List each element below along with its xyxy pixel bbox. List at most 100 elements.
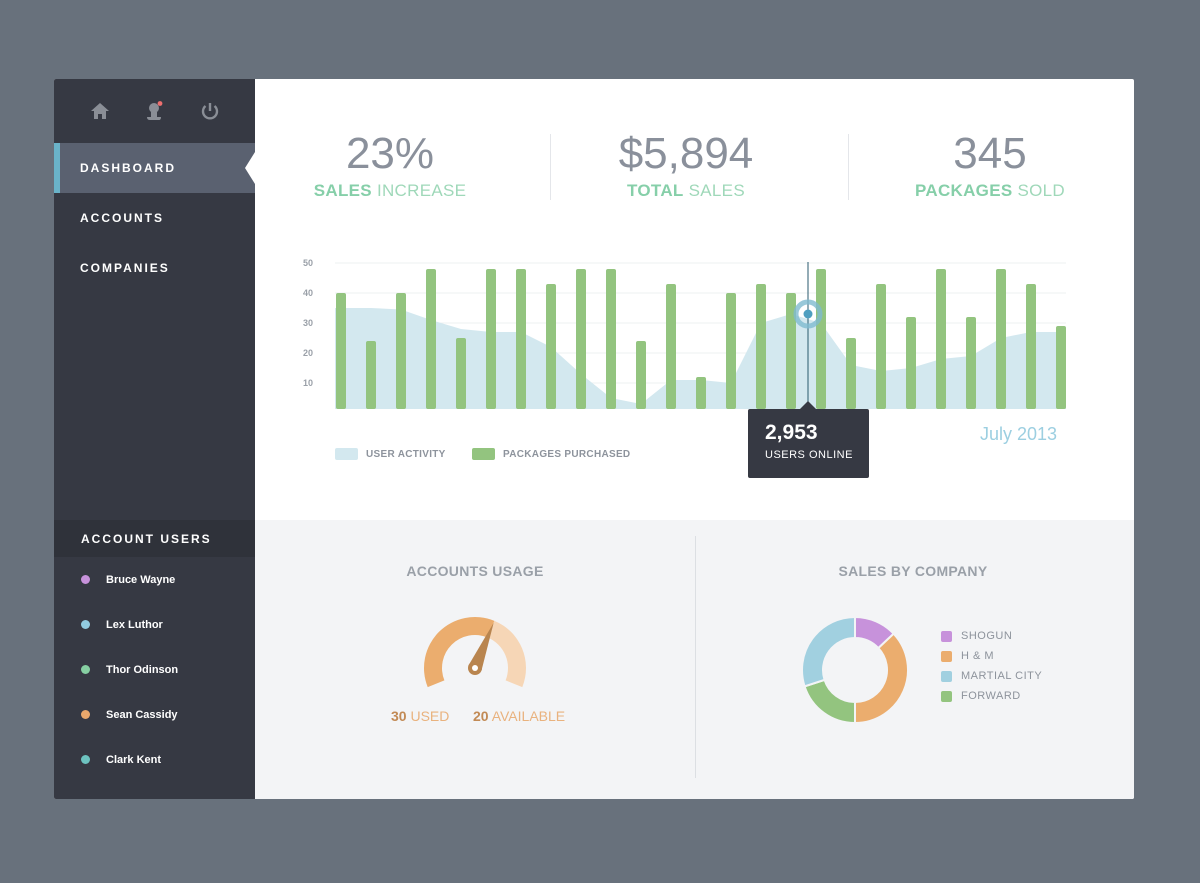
gauge-needle: [468, 622, 494, 671]
bottom-panel: ACCOUNTS USAGE 30 USED 20 AVAILABLE SALE…: [255, 520, 1134, 799]
power-icon[interactable]: [198, 99, 222, 123]
stat-value: 345: [953, 129, 1027, 178]
nav-accounts[interactable]: ACCOUNTS: [54, 193, 255, 243]
donut-legend-item: SHOGUN: [941, 630, 1012, 642]
user-name: Sean Cassidy: [106, 708, 178, 721]
packages-bar: [606, 269, 616, 409]
packages-bar: [876, 284, 886, 409]
packages-bar: [696, 377, 706, 409]
donut-slice: [803, 678, 856, 725]
stat-label: PACKAGES SOLD: [914, 181, 1066, 200]
divider: [848, 134, 849, 200]
packages-bar: [726, 293, 736, 409]
sales-by-company-title: SALES BY COMPANY: [838, 563, 988, 579]
packages-bar: [336, 293, 346, 409]
hover-marker-ring: [793, 299, 823, 329]
donut-legend-item: FORWARD: [941, 690, 1021, 702]
home-icon[interactable]: [88, 99, 112, 123]
tooltip-label: USERS ONLINE: [765, 449, 853, 461]
account-user-item[interactable]: Bruce Wayne: [54, 557, 255, 602]
packages-bar: [486, 269, 496, 409]
packages-bar: [1026, 284, 1036, 409]
stat-value: 23%: [345, 129, 435, 178]
user-name: Thor Odinson: [106, 663, 179, 676]
legend-user-activity: USER ACTIVITY: [335, 448, 446, 460]
nav-label: ACCOUNTS: [80, 211, 164, 225]
legend-swatch: [941, 690, 952, 702]
packages-bar: [666, 284, 676, 409]
packages-bar: [576, 269, 586, 409]
used-label: 30 USED: [391, 708, 450, 724]
legend-swatch: [472, 448, 495, 460]
donut-legend-item: MARTIAL CITY: [941, 670, 1042, 682]
account-users-list: Bruce Wayne Lex Luthor Thor Odinson Sean Ca…: [54, 557, 255, 782]
packages-bar: [366, 341, 376, 409]
divider: [695, 536, 696, 778]
divider: [550, 134, 551, 200]
packages-bar: [966, 317, 976, 409]
packages-bar: [426, 269, 436, 409]
account-user-item[interactable]: Thor Odinson: [54, 647, 255, 692]
donut-legend-item: H & M: [941, 650, 994, 662]
period-label[interactable]: July 2013: [980, 424, 1058, 444]
gauge-used-arc: [424, 617, 495, 688]
account-user-item[interactable]: Clark Kent: [54, 737, 255, 782]
y-tick-label: 30: [303, 318, 313, 328]
tooltip-value: 2,953: [765, 421, 818, 444]
packages-bar: [906, 317, 916, 409]
y-tick-label: 20: [303, 348, 313, 358]
sidebar: DASHBOARD ACCOUNTS COMPANIES ACCOUNT USE…: [54, 79, 255, 799]
gauge-available-arc: [487, 620, 526, 688]
user-status-dot: [81, 710, 90, 719]
activity-chart: 10 20 30 40 50: [303, 258, 1066, 409]
nav-dashboard[interactable]: DASHBOARD: [54, 143, 255, 193]
y-tick-label: 10: [303, 378, 313, 388]
nav-companies[interactable]: COMPANIES: [54, 243, 255, 293]
user-notification-icon[interactable]: [143, 99, 167, 123]
users-online-tooltip: 2,953 USERS ONLINE: [748, 409, 869, 478]
account-user-item[interactable]: Lex Luthor: [54, 602, 255, 647]
user-status-dot: [81, 665, 90, 674]
available-label: 20 AVAILABLE: [473, 708, 566, 724]
packages-bar: [846, 338, 856, 409]
user-name: Clark Kent: [106, 753, 162, 766]
accounts-usage-title: ACCOUNTS USAGE: [406, 563, 544, 579]
sales-donut-chart: [801, 615, 909, 725]
gauge-hub-center: [472, 665, 478, 671]
user-status-dot: [81, 755, 90, 764]
packages-bar: [456, 338, 466, 409]
stat-label: SALES INCREASE: [313, 181, 467, 200]
packages-bar: [816, 269, 826, 409]
packages-bar: [396, 293, 406, 409]
dashboard-card: DASHBOARD ACCOUNTS COMPANIES ACCOUNT USE…: [54, 79, 1134, 799]
legend-swatch: [941, 670, 952, 682]
y-tick-label: 50: [303, 258, 313, 268]
user-name: Bruce Wayne: [106, 573, 176, 586]
donut-slice: [854, 632, 909, 725]
stat-sales-increase: 23% SALES INCREASE: [275, 131, 505, 201]
account-users-heading: ACCOUNT USERS: [54, 520, 255, 557]
account-user-item[interactable]: Sean Cassidy: [54, 692, 255, 737]
legend-packages-purchased: PACKAGES PURCHASED: [472, 448, 630, 460]
packages-bar: [516, 269, 526, 409]
tooltip-arrow: [800, 401, 816, 409]
packages-bar: [996, 269, 1006, 409]
packages-bar: [786, 293, 796, 409]
stat-total-sales: $5,894 TOTAL SALES: [571, 131, 801, 201]
legend-swatch: [941, 650, 952, 662]
hover-marker-dot: [803, 309, 813, 319]
y-tick-label: 40: [303, 288, 313, 298]
user-status-dot: [81, 620, 90, 629]
packages-bar: [546, 284, 556, 409]
legend-swatch: [335, 448, 358, 460]
packages-bar: [936, 269, 946, 409]
nav-label: DASHBOARD: [80, 161, 176, 175]
legend-swatch: [941, 630, 952, 642]
stat-label: TOTAL SALES: [627, 181, 745, 200]
accounts-usage-gauge: [424, 617, 526, 688]
donut-slice: [801, 615, 856, 688]
stat-value: $5,894: [618, 129, 754, 178]
packages-bar: [636, 341, 646, 409]
user-status-dot: [81, 575, 90, 584]
packages-bar: [1056, 326, 1066, 409]
